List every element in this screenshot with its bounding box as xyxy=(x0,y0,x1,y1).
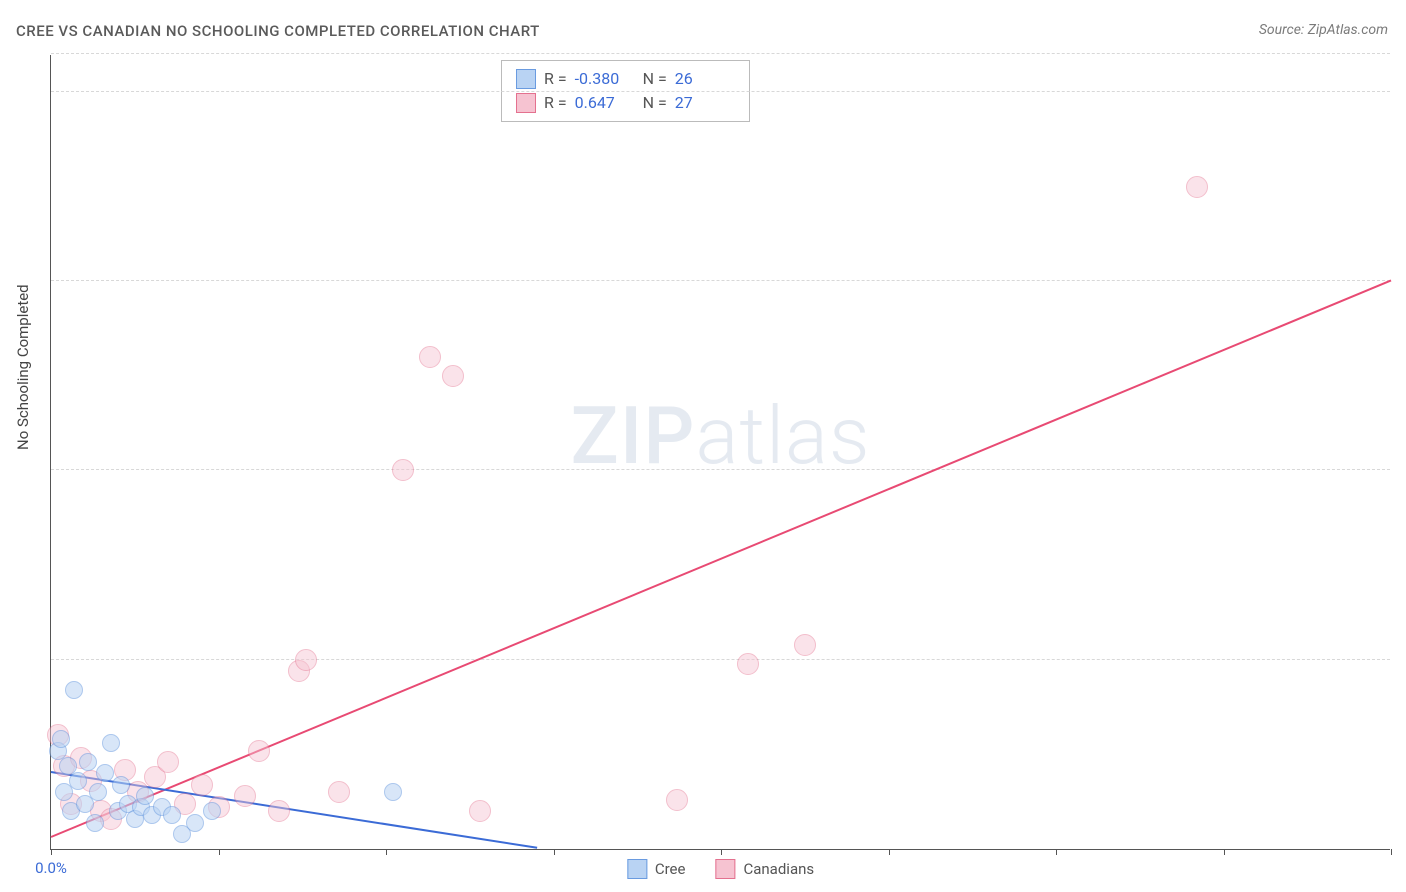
gridline xyxy=(51,469,1390,470)
x-tick-label: 0.0% xyxy=(35,859,67,877)
data-point xyxy=(384,783,402,801)
r-value: 0.647 xyxy=(575,91,635,115)
chart-title: CREE VS CANADIAN NO SCHOOLING COMPLETED … xyxy=(16,22,540,40)
data-point xyxy=(191,774,213,796)
legend-swatch xyxy=(516,93,536,113)
x-tick xyxy=(51,849,52,855)
data-point xyxy=(469,800,491,822)
legend-series: Cree Canadians xyxy=(627,859,814,879)
x-tick xyxy=(219,849,220,855)
r-label: R = xyxy=(544,67,567,91)
source-label: Source: ZipAtlas.com xyxy=(1259,22,1388,38)
n-label: N = xyxy=(643,67,667,91)
gridline xyxy=(51,659,1390,660)
legend-swatch xyxy=(627,859,647,879)
legend-swatch xyxy=(715,859,735,879)
n-value: 27 xyxy=(675,91,735,115)
data-point xyxy=(203,802,221,820)
data-point xyxy=(112,776,130,794)
y-axis-label: No Schooling Completed xyxy=(14,284,32,450)
data-point xyxy=(69,772,87,790)
x-tick xyxy=(889,849,890,855)
data-point xyxy=(268,800,290,822)
r-value: -0.380 xyxy=(575,67,635,91)
data-point xyxy=(442,365,464,387)
data-point xyxy=(234,785,256,807)
legend-label: Canadians xyxy=(743,860,814,878)
n-value: 26 xyxy=(675,67,735,91)
data-point xyxy=(157,751,179,773)
legend-row: R = -0.380 N = 26 xyxy=(516,67,735,91)
data-point xyxy=(86,814,104,832)
data-point xyxy=(79,753,97,771)
data-point xyxy=(666,789,688,811)
correlation-chart: CREE VS CANADIAN NO SCHOOLING COMPLETED … xyxy=(0,0,1406,892)
n-label: N = xyxy=(643,91,667,115)
data-point xyxy=(136,787,154,805)
data-point xyxy=(89,783,107,801)
data-point xyxy=(1186,176,1208,198)
data-point xyxy=(392,459,414,481)
data-point xyxy=(65,681,83,699)
data-point xyxy=(737,653,759,675)
data-point xyxy=(102,734,120,752)
plot-area: ZIPatlas R =-0.380N =26R =0.647N =27 Cre… xyxy=(50,55,1390,850)
data-point xyxy=(328,781,350,803)
x-tick xyxy=(721,849,722,855)
legend-row: R = 0.647 N = 27 xyxy=(516,91,735,115)
data-point xyxy=(96,764,114,782)
legend-label: Cree xyxy=(655,860,686,878)
x-tick xyxy=(1056,849,1057,855)
gridline xyxy=(51,91,1390,92)
legend-item: Canadians xyxy=(715,859,814,879)
x-tick xyxy=(386,849,387,855)
data-point xyxy=(186,814,204,832)
legend-swatch xyxy=(516,69,536,89)
data-point xyxy=(419,346,441,368)
data-point xyxy=(248,740,270,762)
data-point xyxy=(794,634,816,656)
r-label: R = xyxy=(544,91,567,115)
x-tick xyxy=(1391,849,1392,855)
x-tick xyxy=(1224,849,1225,855)
data-point xyxy=(163,806,181,824)
legend-item: Cree xyxy=(627,859,686,879)
x-tick xyxy=(554,849,555,855)
data-point xyxy=(295,649,317,671)
data-point xyxy=(52,730,70,748)
gridline xyxy=(51,53,1390,54)
gridline xyxy=(51,280,1390,281)
